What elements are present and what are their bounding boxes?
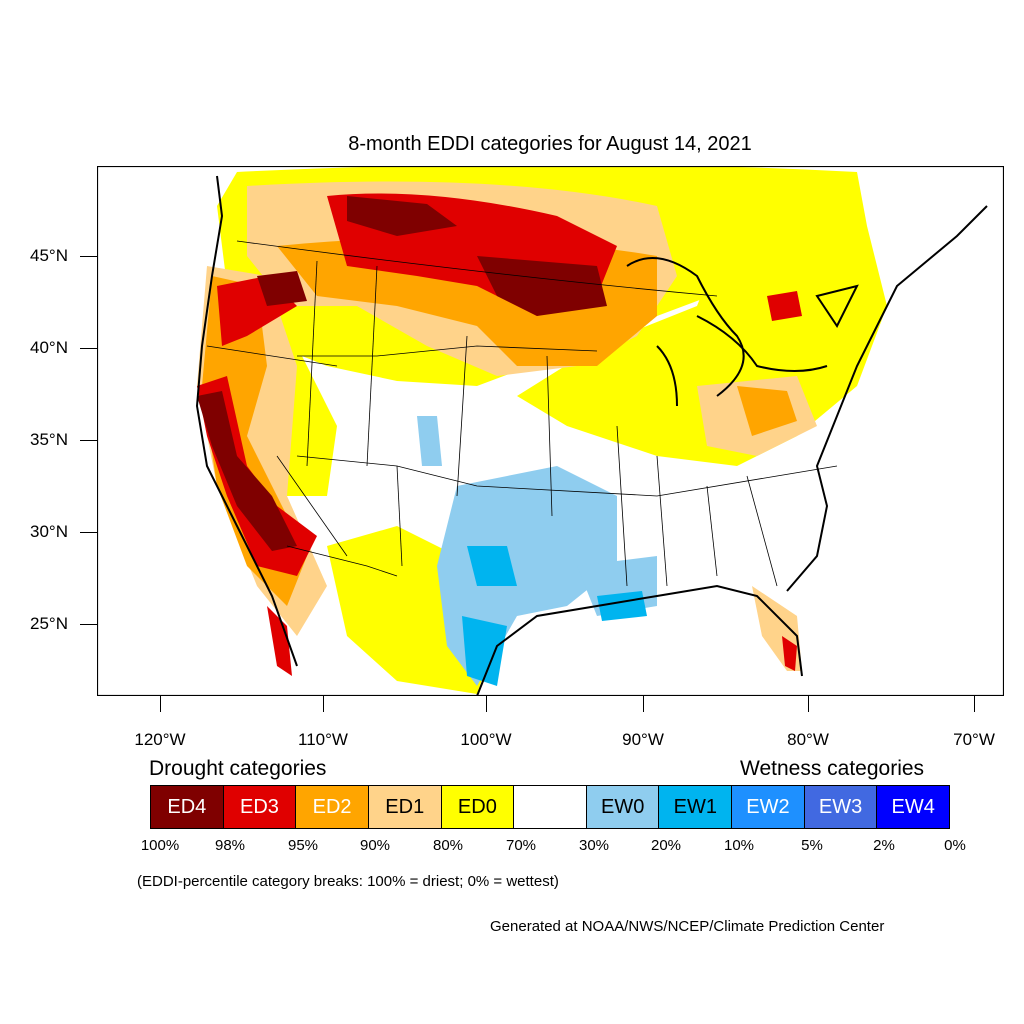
- percent-break: 5%: [801, 837, 823, 854]
- lon-label-110: 110°W: [298, 730, 348, 749]
- ew0-colorado: [417, 416, 442, 466]
- lon-label-70: 70°W: [953, 730, 995, 749]
- percent-break: 95%: [287, 837, 319, 854]
- lon-tick: [160, 696, 161, 712]
- ew1-texas-south: [462, 616, 507, 686]
- lon-label-90: 90°W: [622, 730, 664, 749]
- lon-tick: [974, 696, 975, 712]
- lat-label-45: 45°N: [30, 246, 68, 265]
- lat-label-40: 40°N: [30, 338, 68, 357]
- lon-label-100: 100°W: [460, 730, 512, 749]
- coastlines: [195, 175, 988, 696]
- lat-tick: [80, 532, 97, 533]
- lat-tick: [80, 256, 97, 257]
- wetness-categories-title: Wetness categories: [740, 757, 925, 780]
- legend-box-ew0: EW0: [586, 786, 660, 828]
- legend-box-ew3: EW3: [804, 786, 878, 828]
- ed4-dakotas: [477, 256, 607, 316]
- percent-break: 70%: [505, 837, 537, 854]
- legend-box-ew1: EW1: [659, 786, 733, 828]
- lon-label-120: 120°W: [134, 730, 186, 749]
- eddi-map: [97, 166, 1004, 696]
- legend-box-neutral: [514, 786, 587, 828]
- lon-tick: [643, 696, 644, 712]
- percent-break: 2%: [873, 837, 895, 854]
- percent-break: 20%: [650, 837, 682, 854]
- ed3-ontario: [767, 291, 802, 321]
- ed4-montana: [347, 196, 457, 236]
- ew1-louisiana: [597, 591, 647, 621]
- legend-box-ed3: ED3: [223, 786, 297, 828]
- legend-box-ed2: ED2: [296, 786, 369, 828]
- legend-box-ed1: ED1: [368, 786, 442, 828]
- legend-box-ew4: EW4: [877, 786, 950, 828]
- percent-break: 100%: [140, 837, 180, 854]
- lat-label-35: 35°N: [30, 430, 68, 449]
- ed2-ohio-valley: [737, 386, 797, 436]
- lon-tick: [808, 696, 809, 712]
- lon-label-80: 80°W: [787, 730, 829, 749]
- lat-tick: [80, 348, 97, 349]
- percent-break: 90%: [359, 837, 391, 854]
- lat-tick: [80, 624, 97, 625]
- lat-label-30: 30°N: [30, 522, 68, 541]
- lat-tick: [80, 440, 97, 441]
- ed4-california: [197, 391, 297, 551]
- ed3-florida: [782, 636, 797, 671]
- lon-tick: [323, 696, 324, 712]
- legend-box-ed4: ED4: [151, 786, 224, 828]
- legend-box-ed0: ED0: [441, 786, 515, 828]
- lat-label-25: 25°N: [30, 614, 68, 633]
- legend-box-ew2: EW2: [732, 786, 805, 828]
- lon-tick: [486, 696, 487, 712]
- map-title: 8-month EDDI categories for August 14, 2…: [348, 133, 752, 155]
- state-boundaries: [206, 240, 838, 587]
- percent-break: 98%: [214, 837, 246, 854]
- credit-line: Generated at NOAA/NWS/NCEP/Climate Predi…: [490, 918, 885, 935]
- ed3-southern-tip: [267, 606, 292, 676]
- percent-break: 10%: [723, 837, 755, 854]
- legend-color-bar: ED4 ED3 ED2 ED1 ED0 EW0 EW1 EW2 EW3 EW4: [150, 785, 950, 829]
- percent-break: 0%: [944, 837, 966, 854]
- drought-categories-title: Drought categories: [149, 757, 327, 780]
- ew1-texas: [467, 546, 517, 586]
- ed4-idaho: [257, 271, 307, 306]
- category-breaks-note: (EDDI-percentile category breaks: 100% =…: [137, 873, 559, 890]
- percent-break: 30%: [578, 837, 610, 854]
- percent-break: 80%: [432, 837, 464, 854]
